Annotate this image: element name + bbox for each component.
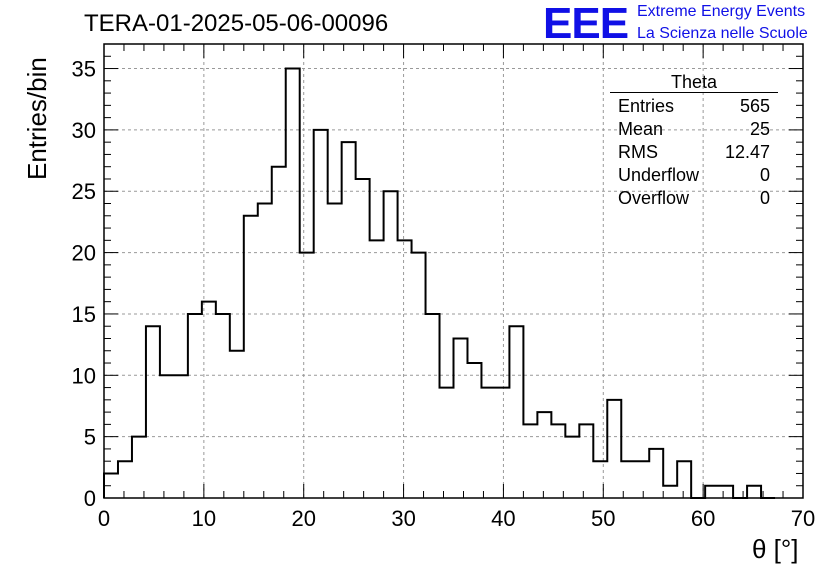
- x-tick-label: 40: [491, 506, 515, 531]
- histogram-bin: [705, 486, 719, 498]
- eee-logo: EEE: [543, 0, 629, 48]
- plot-title: TERA-01-2025-05-06-00096: [84, 10, 389, 37]
- histogram-bin: [104, 473, 118, 498]
- x-tick-label: 50: [591, 506, 615, 531]
- histogram-bin: [579, 424, 593, 498]
- histogram-bin: [509, 326, 523, 498]
- histogram-bin: [188, 314, 202, 498]
- stats-box: Theta Entries 565 Mean 25 RMS 12.47 Unde…: [610, 72, 778, 210]
- stats-row-entries: Entries 565: [610, 95, 778, 118]
- x-tick-label: 30: [391, 506, 415, 531]
- stats-label: Underflow: [618, 165, 700, 185]
- histogram-bin: [481, 388, 495, 498]
- histogram-bin: [677, 461, 691, 498]
- y-tick-label: 35: [72, 57, 96, 82]
- histogram-bin: [342, 142, 356, 498]
- y-tick-label: 25: [72, 179, 96, 204]
- stats-value: 0: [759, 188, 770, 208]
- stats-title: Theta: [610, 72, 778, 93]
- histogram-bin: [230, 351, 244, 498]
- histogram-bin: [174, 375, 188, 498]
- histogram-bin: [523, 424, 537, 498]
- stats-value: 0: [759, 165, 770, 185]
- histogram-bin: [454, 338, 468, 498]
- histogram-bin: [118, 461, 132, 498]
- stats-value: 12.47: [724, 142, 770, 162]
- histogram-bin: [132, 437, 146, 498]
- histogram-bin: [258, 204, 272, 498]
- histogram-bin: [593, 461, 607, 498]
- histogram-bin: [719, 486, 733, 498]
- histogram-bin: [649, 449, 663, 498]
- x-tick-label: 60: [691, 506, 715, 531]
- histogram-bin: [551, 424, 565, 498]
- histogram-bin: [426, 314, 440, 498]
- histogram-bin: [565, 437, 579, 498]
- histogram-bin: [202, 302, 216, 498]
- stats-label: Mean: [618, 119, 664, 139]
- y-axis-label: Entries/bin: [22, 57, 52, 180]
- histogram-bin: [356, 179, 370, 498]
- histogram-bin: [607, 400, 621, 498]
- histogram-bin: [146, 326, 160, 498]
- logo-subtitle-2: La Scienza nelle Scuole: [637, 25, 808, 42]
- histogram-bin: [635, 461, 649, 498]
- stats-row-mean: Mean 25: [610, 118, 778, 141]
- stats-label: RMS: [618, 142, 658, 162]
- x-tick-label: 0: [98, 506, 110, 531]
- histogram-outline: [103, 67, 776, 499]
- histogram-bin: [272, 167, 286, 498]
- histogram-bin: [467, 363, 481, 498]
- histogram-bin: [328, 204, 342, 498]
- histogram-bin: [216, 314, 230, 498]
- stats-row-overflow: Overflow 0: [610, 187, 778, 210]
- x-tick-label: 10: [192, 506, 216, 531]
- histogram-bin: [440, 388, 454, 498]
- stats-value: 565: [739, 96, 770, 116]
- histogram-bin: [370, 240, 384, 498]
- histogram-bin: [747, 486, 761, 498]
- stats-label: Entries: [618, 96, 675, 116]
- stats-value: 25: [749, 119, 770, 139]
- y-tick-label: 0: [84, 486, 96, 511]
- y-tick-label: 10: [72, 363, 96, 388]
- plot-frame: [103, 43, 804, 499]
- y-tick-label: 5: [84, 425, 96, 450]
- x-tick-label: 70: [791, 506, 815, 531]
- y-tick-label: 30: [72, 118, 96, 143]
- histogram-bin: [412, 253, 426, 498]
- histogram-bin: [160, 375, 174, 498]
- y-tick-label: 15: [72, 302, 96, 327]
- histogram-bin: [286, 69, 300, 498]
- histogram-bin: [314, 130, 328, 498]
- histogram-bin: [398, 240, 412, 498]
- histogram-bin: [244, 216, 258, 498]
- histogram-bin: [495, 388, 509, 498]
- x-axis-label: θ [°]: [752, 534, 799, 564]
- x-tick-label: 20: [291, 506, 315, 531]
- histogram-bin: [537, 412, 551, 498]
- histogram-bin: [384, 191, 398, 498]
- histogram-bin: [300, 253, 314, 498]
- y-tick-label: 20: [72, 241, 96, 266]
- logo-subtitle-1: Extreme Energy Events: [637, 3, 806, 20]
- histogram-bin: [663, 486, 677, 498]
- stats-row-underflow: Underflow 0: [610, 164, 778, 187]
- stats-label: Overflow: [618, 188, 690, 208]
- histogram-bin: [621, 461, 635, 498]
- stats-row-rms: RMS 12.47: [610, 141, 778, 164]
